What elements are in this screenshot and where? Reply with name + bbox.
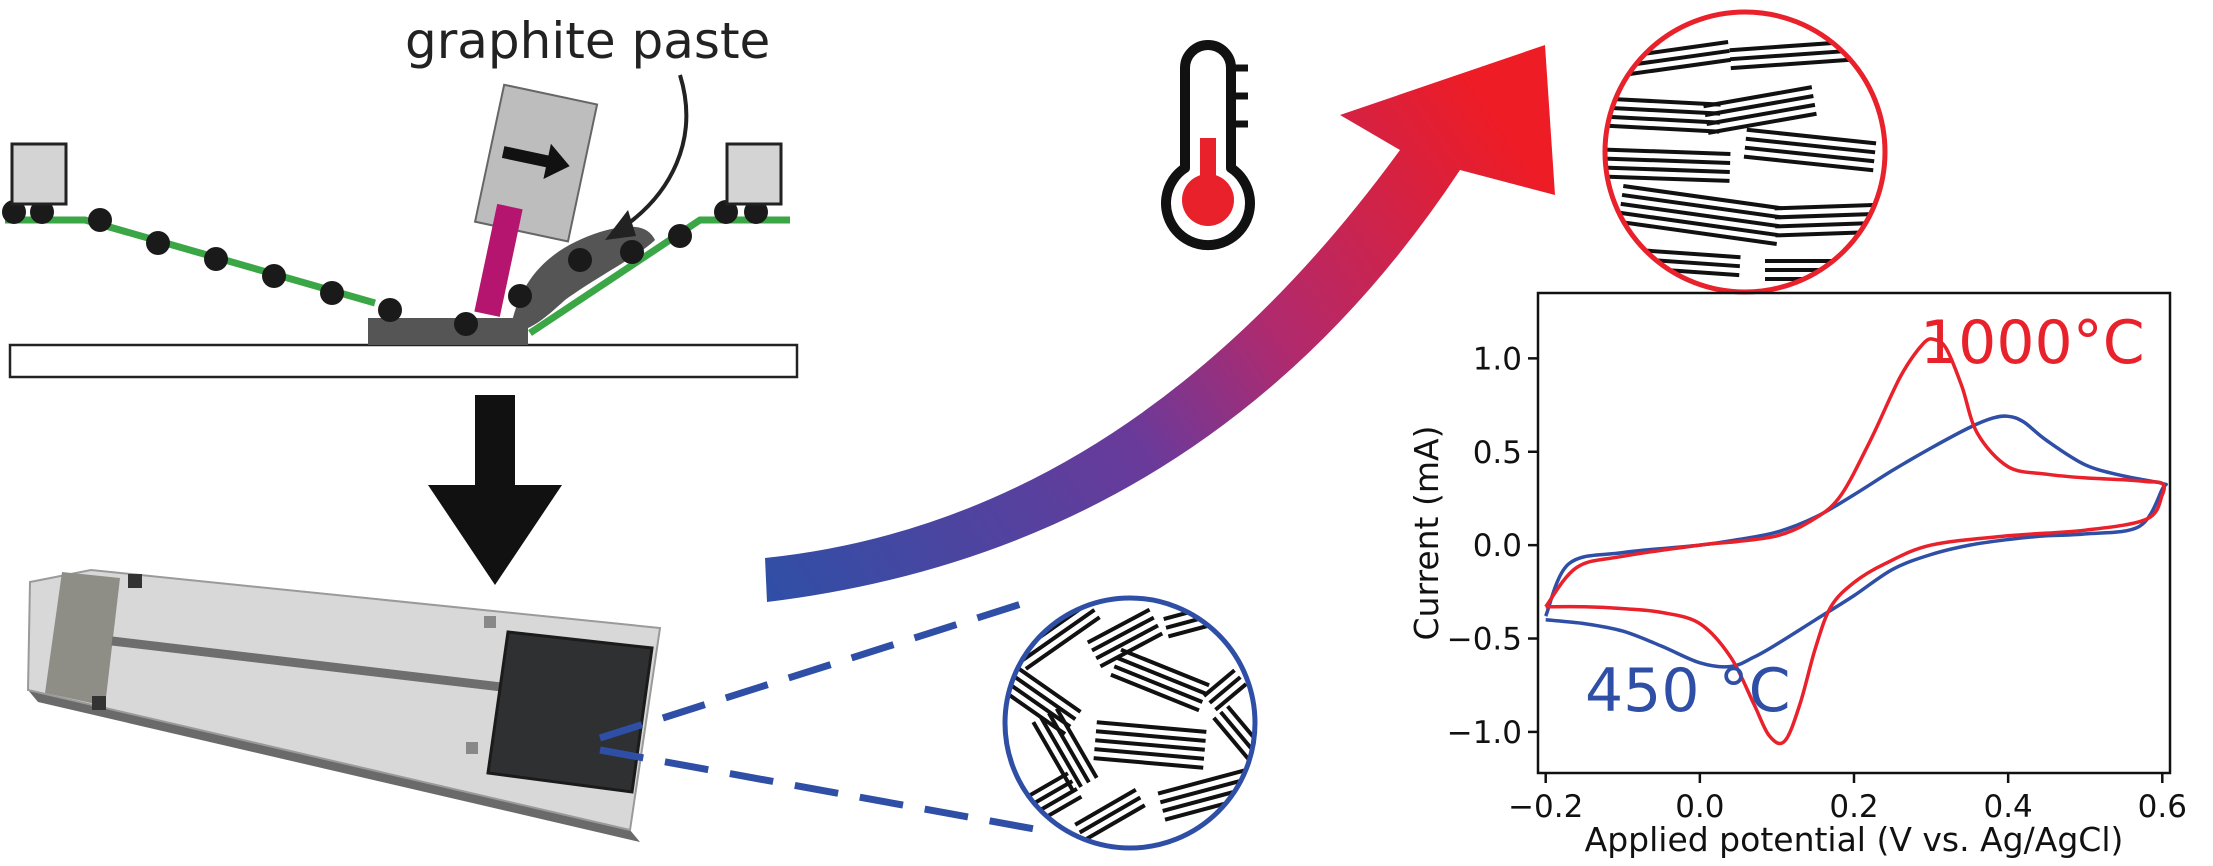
screen-printer: graphite paste — [2, 12, 799, 379]
label-450: 450 °C — [1585, 656, 1791, 726]
x-tick-label: 0.0 — [1675, 789, 1724, 825]
graphite-stack — [1617, 184, 1783, 246]
roller — [2, 200, 26, 224]
x-tick-label: 0.2 — [1829, 789, 1878, 825]
graphite-stack — [1605, 96, 1721, 134]
zoom-line-top — [598, 594, 1042, 742]
electrode-contact-pad — [45, 572, 120, 706]
graphite-microstructure-450 — [1002, 595, 1258, 851]
x-tick-label: −0.2 — [1508, 789, 1583, 825]
graphite-stack — [1086, 607, 1164, 669]
direction-arrow-icon — [501, 143, 570, 179]
pad-marker-3 — [484, 616, 496, 628]
substrate — [8, 343, 799, 379]
y-tick-label: 0.0 — [1473, 528, 1522, 564]
paste-pointer-head — [605, 210, 636, 240]
paste-blob — [510, 226, 655, 332]
printed-ink-layer — [368, 318, 528, 345]
graphite-stack — [1110, 647, 1210, 713]
y-tick-label: 0.5 — [1473, 435, 1522, 471]
heating-arrow — [765, 45, 1555, 602]
roller — [88, 208, 112, 232]
x-tick-label: 0.6 — [2138, 789, 2187, 825]
squeegee-blade — [474, 203, 523, 317]
y-tick-label: −1.0 — [1447, 715, 1522, 751]
graphite-stack — [1703, 85, 1817, 135]
cv-chart: −0.2 0.0 0.2 0.4 0.6 −1.0 −0.5 0.0 0.5 1.0 Applie… — [1407, 291, 2187, 859]
pad-marker-1 — [128, 574, 142, 588]
thermometer-icon — [1161, 40, 1255, 251]
axis-ticks: −0.2 0.0 0.2 0.4 0.6 −1.0 −0.5 0.0 0.5 1.0 — [1447, 341, 2187, 825]
graphite-stack — [1605, 147, 1731, 183]
roller — [454, 312, 478, 336]
screen-mesh-left — [5, 216, 376, 307]
label-1000: 1000°C — [1920, 308, 2145, 378]
electrode-substrate-side — [28, 690, 640, 842]
process-down-arrow-icon — [428, 395, 562, 585]
graphite-stack — [1093, 720, 1207, 770]
x-tick-label: 0.4 — [1983, 789, 2032, 825]
zoom-line-bottom — [599, 746, 1041, 834]
graphite-stack — [1031, 707, 1099, 793]
rollers — [2, 200, 768, 336]
y-axis-label: Current (mA) — [1407, 426, 1446, 641]
roller — [714, 200, 738, 224]
graphite-stack — [1074, 787, 1146, 843]
pad-marker-4 — [466, 742, 478, 754]
roller — [204, 247, 228, 271]
roller — [378, 298, 402, 322]
roller — [744, 200, 768, 224]
roller — [146, 231, 170, 255]
roller — [620, 240, 644, 264]
paste-label: graphite paste — [405, 12, 770, 70]
roller — [508, 284, 532, 308]
graphite-stack — [1743, 127, 1877, 173]
roller — [668, 224, 692, 248]
frame-block-right — [725, 142, 783, 206]
graphite-microstructure-1000 — [1602, 9, 1888, 295]
paste-pointer — [620, 74, 689, 230]
roller — [568, 248, 592, 272]
frame-block-left — [10, 142, 68, 206]
printed-electrode — [26, 568, 662, 842]
roller — [262, 264, 286, 288]
squeegee — [473, 83, 599, 317]
y-tick-label: −0.5 — [1447, 622, 1522, 658]
x-axis-label: Applied potential (V vs. Ag/AgCl) — [1585, 820, 2124, 859]
y-tick-label: 1.0 — [1473, 341, 1522, 377]
roller — [320, 281, 344, 305]
electrode-trace — [111, 636, 511, 693]
working-electrode-pad — [486, 630, 654, 794]
graphite-stack — [1202, 668, 1248, 712]
cv-series — [1544, 337, 2168, 746]
pad-marker-2 — [92, 696, 106, 710]
cv-series-line-high — [1544, 337, 2166, 746]
roller — [30, 200, 54, 224]
cv-series-line-low — [1544, 414, 2168, 669]
